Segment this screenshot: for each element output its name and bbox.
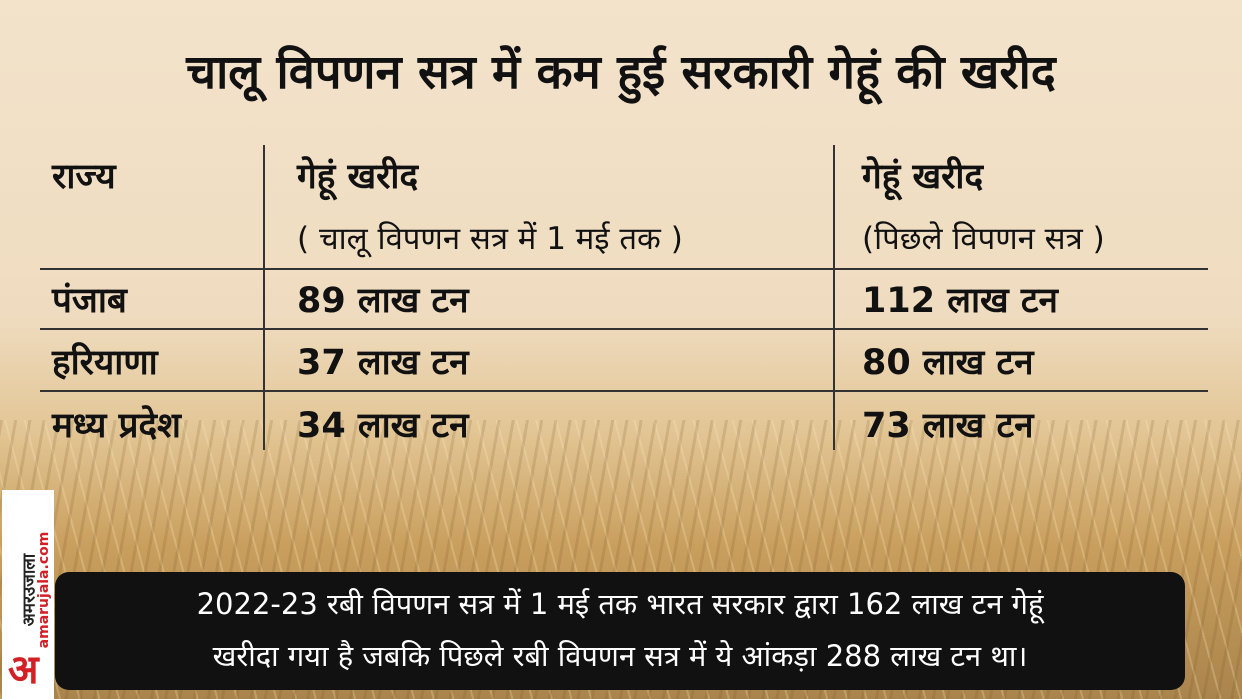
footer-text: 2022-23 रबी विपणन सत्र में 1 मई तक भारत … (196, 587, 1044, 621)
column-divider (833, 145, 835, 450)
logo-mark: अ (8, 647, 39, 693)
footer-text: खरीदा गया है जबकि पिछले रबी विपणन सत्र म… (212, 639, 1028, 673)
footer-box: 2022-23 रबी विपणन सत्र में 1 मई तक भारत … (55, 572, 1185, 690)
procurement-value: 34 लाख टन (297, 406, 469, 446)
procurement-value: 112 लाख टन (862, 281, 1058, 321)
header: गेहूं खरीद (297, 157, 419, 197)
header: राज्य (52, 157, 116, 197)
logo: अमरउजाला amarujala.com अ (2, 490, 54, 699)
procurement-value: 89 लाख टन (297, 281, 469, 321)
procurement-value: 73 लाख टन (862, 406, 1034, 446)
column-divider (263, 145, 265, 450)
row-divider (40, 390, 1208, 392)
header-note: (पिछले विपणन सत्र ) (862, 221, 1105, 257)
row-divider (40, 268, 1208, 270)
procurement-value: 80 लाख टन (862, 343, 1034, 383)
state-name: हरियाणा (52, 343, 158, 383)
procurement-value: 37 लाख टन (297, 343, 469, 383)
header: गेहूं खरीद (862, 157, 984, 197)
row-divider (40, 328, 1208, 330)
title: चालू विपणन सत्र में कम हुई सरकारी गेहूं … (186, 45, 1056, 100)
header-note: ( चालू विपणन सत्र में 1 मई तक ) (297, 221, 683, 257)
state-name: पंजाब (52, 281, 127, 321)
logo-site: amarujala.com (36, 531, 52, 649)
state-name: मध्य प्रदेश (52, 406, 181, 446)
